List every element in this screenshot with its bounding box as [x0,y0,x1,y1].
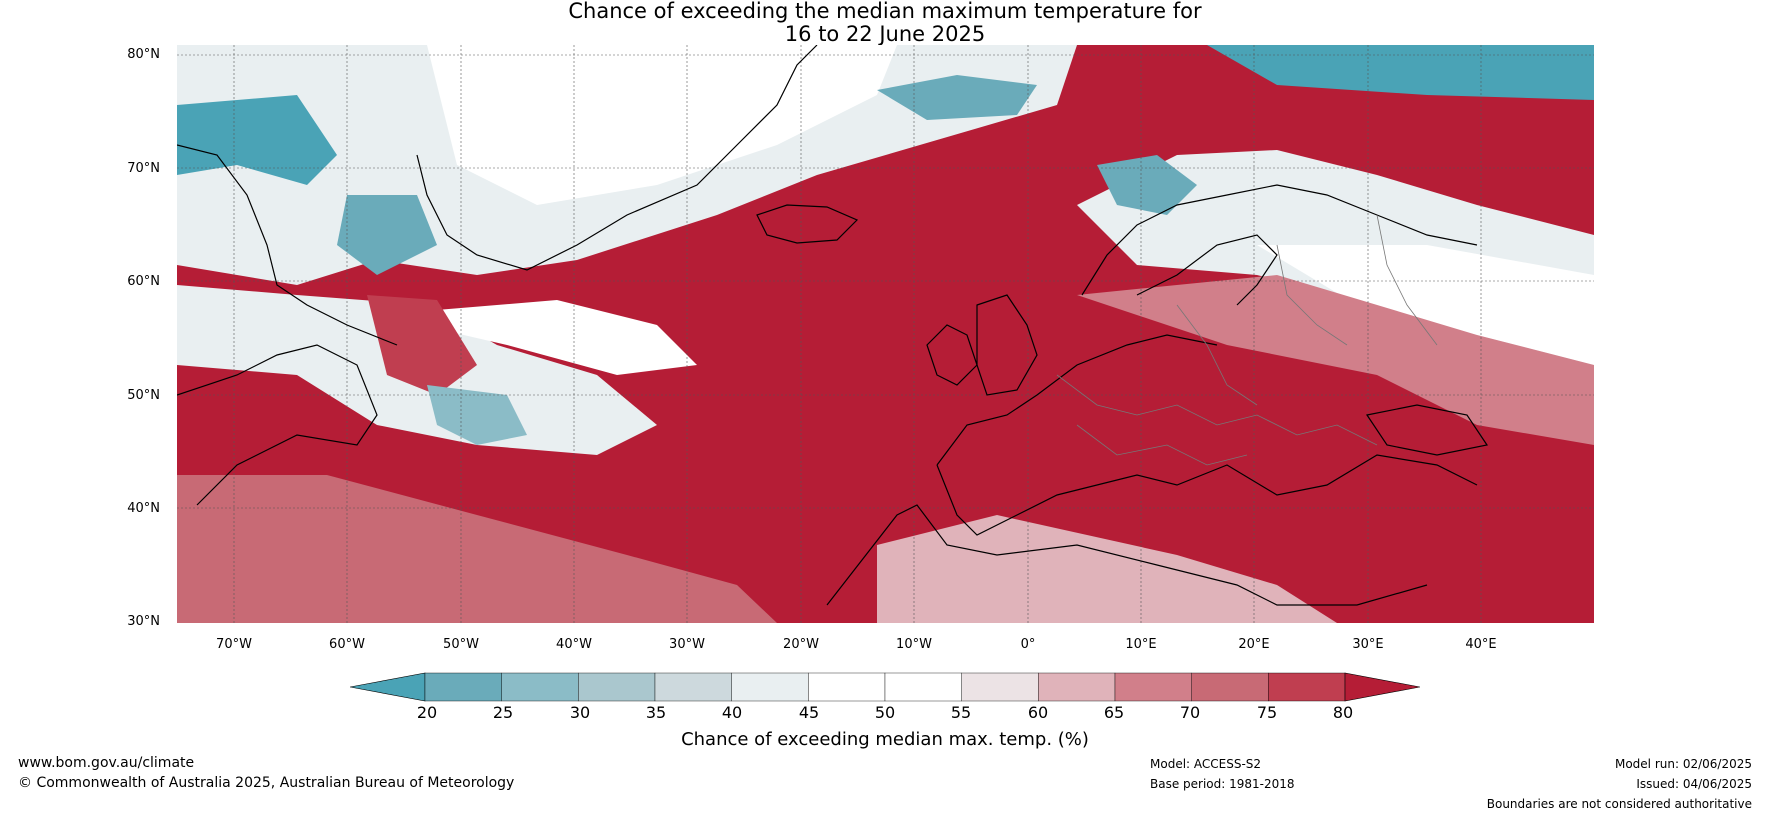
colorbar-tick-45: 45 [798,703,820,722]
southwest-pink-region [177,475,777,623]
lon-label-70w: 70°W [216,637,252,652]
nw-atlantic-blue-patch [427,385,527,445]
title-line-2: 16 to 22 June 2025 [784,22,986,46]
colorbar-tick-20: 20 [416,703,438,722]
baffin-blue-patch [337,195,437,275]
colorbar-tick-60: 60 [1027,703,1049,722]
lon-label-30w: 30°W [669,637,705,652]
europe-pink-region [1077,275,1594,445]
title-line-1: Chance of exceeding the median maximum t… [568,0,1202,23]
newfoundland-red-region [367,295,477,395]
colorbar-tick-25: 25 [492,703,514,722]
country-borders [1056,214,1438,466]
colorbar-tick-55: 55 [950,703,972,722]
lat-label-80n: 80°N [127,47,160,62]
colorbar-segment [1191,672,1269,702]
lon-label-60w: 60°W [329,637,365,652]
lon-label-0: 0° [1020,637,1036,652]
colorbar-segment [578,672,656,702]
lon-label-20w: 20°W [783,637,819,652]
footer-model: Model: ACCESS-S2 [1150,757,1262,771]
graticule [177,45,1594,623]
lat-label-60n: 60°N [127,274,160,289]
colorbar-segment [731,672,809,702]
colorbar-segment [884,672,962,702]
footer-website: www.bom.gov.au/climate [18,755,195,771]
nw-atlantic-white-region [377,300,697,375]
colorbar-segment [654,672,732,702]
colorbar-label: Chance of exceeding median max. temp. (%… [681,729,1089,750]
colorbar-tick-30: 30 [569,703,591,722]
colorbar-tick-65: 65 [1103,703,1125,722]
footer-disclaimer: Boundaries are not considered authoritat… [1486,797,1752,811]
footer-issued: Issued: 04/06/2025 [1636,777,1752,791]
lon-label-10w: 10°W [896,637,932,652]
map-title: Chance of exceeding the median maximum t… [0,0,1770,46]
map-canvas [176,44,1594,623]
svalbard-blue-patch [877,75,1037,120]
footer-base-period: Base period: 1981-2018 [1150,777,1295,791]
lon-label-40w: 40°W [556,637,592,652]
colorbar-segment [1038,672,1116,702]
colorbar-tick-80: 80 [1332,703,1354,722]
lon-label-10e: 10°E [1125,637,1157,652]
lon-label-40e: 40°E [1465,637,1497,652]
russia-white-region [1257,245,1594,365]
lon-label-20e: 20°E [1238,637,1270,652]
arctic-blue-patch [1207,45,1594,100]
colorbar-segment [1268,672,1346,702]
coastlines [176,44,1488,606]
colorbar-tick-70: 70 [1179,703,1201,722]
lat-label-40n: 40°N [127,501,160,516]
scandinavia-blue-patch [1097,155,1197,215]
footer-copyright: © Commonwealth of Australia 2025, Austra… [18,775,515,791]
colorbar-tick-50: 50 [874,703,896,722]
lon-label-30e: 30°E [1352,637,1384,652]
colorbar-arrow-high [1344,672,1420,702]
probability-map [176,44,1594,623]
colorbar-segment [1114,672,1192,702]
north-africa-mixed-region [877,515,1337,623]
colorbar-tick-40: 40 [721,703,743,722]
colorbar-segment [424,672,502,702]
colorbar-tick-35: 35 [645,703,667,722]
lat-label-50n: 50°N [127,388,160,403]
colorbar [350,672,1420,702]
colorbar-segment [501,672,579,702]
lat-label-70n: 70°N [127,161,160,176]
labrador-blue-patch [177,95,337,185]
colorbar-segment [808,672,886,702]
colorbar-tick-75: 75 [1256,703,1278,722]
colorbar-arrow-low [350,672,426,702]
footer-model-run: Model run: 02/06/2025 [1614,757,1752,771]
greenland-white-region [427,45,897,205]
lon-label-50w: 50°W [443,637,479,652]
lat-label-30n: 30°N [127,614,160,629]
colorbar-segment [961,672,1039,702]
